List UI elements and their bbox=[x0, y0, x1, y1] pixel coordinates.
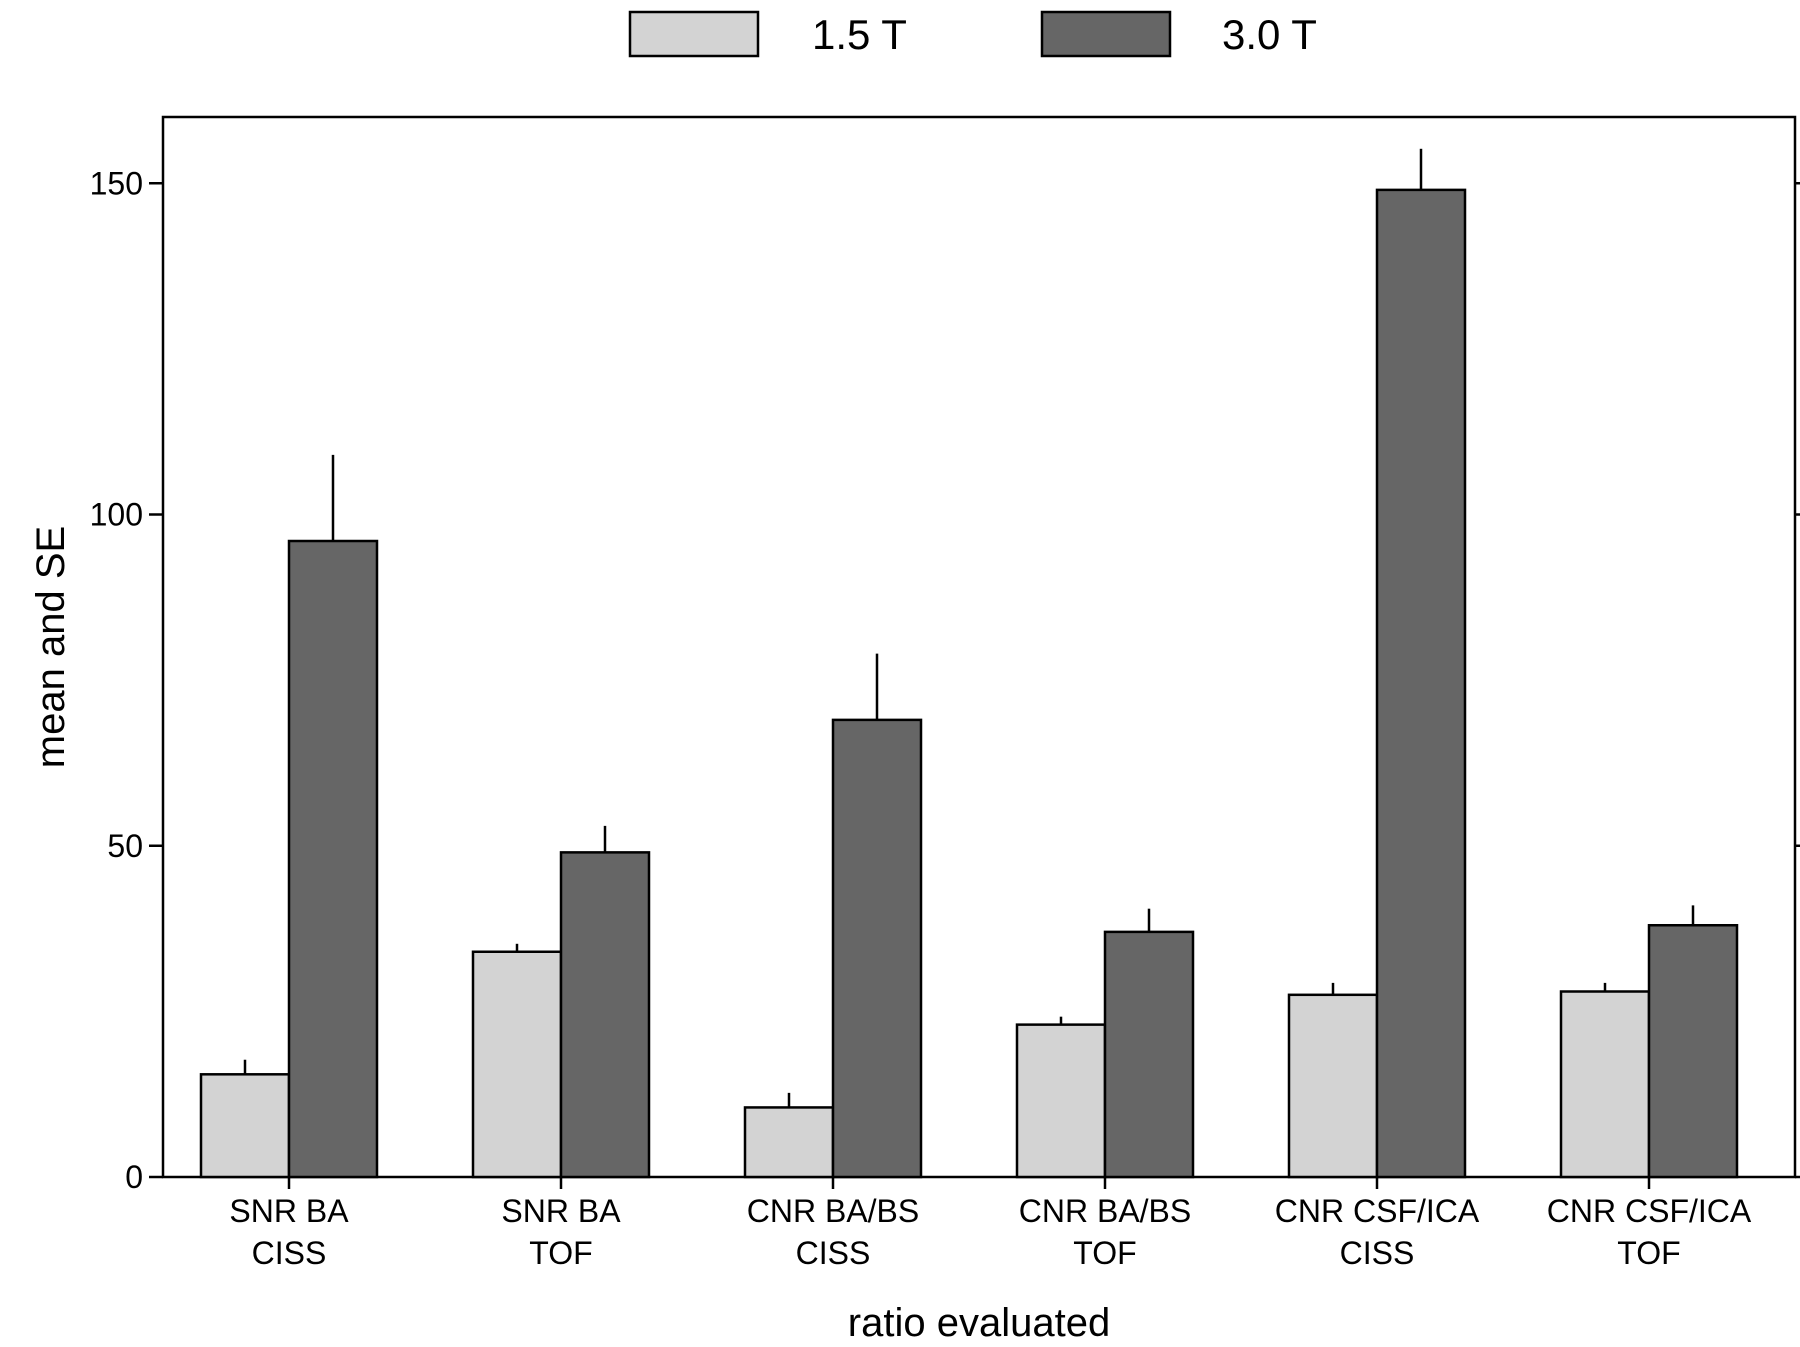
y-tick-label: 100 bbox=[90, 497, 143, 533]
x-tick-label: CISS bbox=[796, 1235, 871, 1271]
x-tick-label: CNR CSF/ICA bbox=[1547, 1193, 1752, 1229]
bar-3-0t bbox=[1375, 188, 1467, 1179]
y-axis: 0 50 100 150 bbox=[90, 165, 1800, 1195]
bar-3-0t bbox=[287, 539, 379, 1179]
y-tick-label: 0 bbox=[125, 1159, 143, 1195]
bar-1-5t bbox=[1287, 993, 1379, 1179]
bar-3-0t bbox=[1103, 930, 1195, 1179]
x-tick-label: TOF bbox=[529, 1235, 592, 1271]
x-tick-label: SNR BA bbox=[501, 1193, 621, 1229]
legend-label-1-5t: 1.5 T bbox=[812, 11, 907, 58]
legend-swatch-3-0t bbox=[1040, 10, 1172, 58]
bar-1-5t bbox=[1015, 1023, 1107, 1179]
bar-3-0t bbox=[831, 718, 923, 1179]
bar-3-0t bbox=[1647, 924, 1739, 1179]
x-tick-label: CISS bbox=[1340, 1235, 1415, 1271]
bar-1-5t bbox=[1559, 990, 1651, 1179]
x-tick-label: CNR BA/BS bbox=[1019, 1193, 1191, 1229]
x-tick-label: CNR BA/BS bbox=[747, 1193, 919, 1229]
x-tick-label: SNR BA bbox=[229, 1193, 349, 1229]
x-tick-label: TOF bbox=[1073, 1235, 1136, 1271]
x-tick-label: CISS bbox=[252, 1235, 327, 1271]
plot-area-frame bbox=[161, 115, 1797, 1179]
legend-swatch-1-5t bbox=[628, 10, 760, 58]
legend: 1.5 T 3.0 T bbox=[628, 10, 1317, 58]
y-axis-title: mean and SE bbox=[29, 526, 73, 768]
legend-label-3-0t: 3.0 T bbox=[1222, 11, 1317, 58]
y-tick-label: 150 bbox=[90, 165, 143, 201]
bar-1-5t bbox=[199, 1073, 291, 1179]
x-axis-title: ratio evaluated bbox=[848, 1301, 1110, 1345]
bar-3-0t bbox=[559, 851, 651, 1179]
bars bbox=[199, 148, 1739, 1179]
x-tick-label: CNR CSF/ICA bbox=[1275, 1193, 1480, 1229]
x-tick-label: TOF bbox=[1617, 1235, 1680, 1271]
bar-1-5t bbox=[471, 950, 563, 1179]
y-tick-label: 50 bbox=[107, 828, 143, 864]
x-axis: SNR BA CISS SNR BA TOF CNR BA/BS CISS CNR BA/B… bbox=[229, 1177, 1752, 1271]
bar-1-5t bbox=[743, 1106, 835, 1179]
